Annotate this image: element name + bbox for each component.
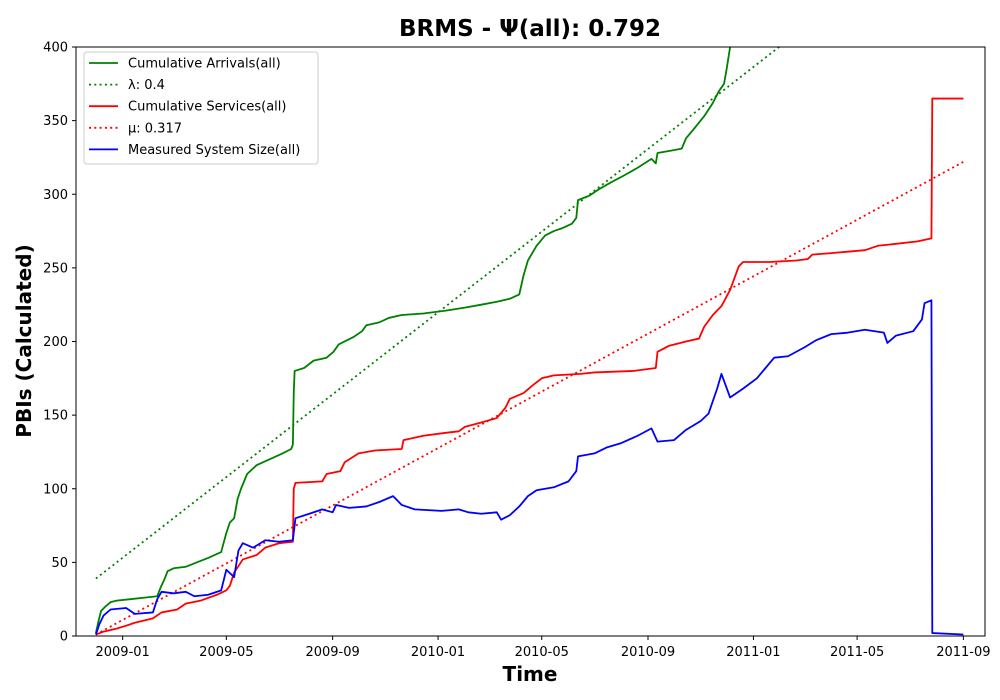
y-tick-label-7: 350 xyxy=(43,114,68,129)
series-line-3 xyxy=(96,162,964,635)
y-tick-label-3: 150 xyxy=(43,409,68,424)
x-tick-label-8: 2011-09 xyxy=(936,645,990,660)
legend-label-3: μ: 0.317 xyxy=(128,121,182,136)
x-tick-label-6: 2011-01 xyxy=(726,645,780,660)
y-tick-label-0: 0 xyxy=(60,630,68,645)
y-tick-label-4: 200 xyxy=(43,335,68,350)
x-tick-label-2: 2009-09 xyxy=(305,645,359,660)
series-line-4 xyxy=(96,300,964,634)
legend-label-1: λ: 0.4 xyxy=(128,78,165,93)
x-tick-label-1: 2009-05 xyxy=(199,645,253,660)
y-tick-label-5: 250 xyxy=(43,261,68,276)
legend-label-2: Cumulative Services(all) xyxy=(128,100,286,115)
legend-label-0: Cumulative Arrivals(all) xyxy=(128,57,281,72)
y-tick-label-1: 50 xyxy=(51,556,68,571)
chart-title: BRMS - Ψ(all): 0.792 xyxy=(399,16,661,42)
y-axis-title: PBIs (Calculated) xyxy=(12,244,36,437)
x-tick-label-5: 2010-09 xyxy=(621,645,675,660)
legend: Cumulative Arrivals(all) λ: 0.4 Cumulative… xyxy=(84,52,318,164)
x-axis-title: Time xyxy=(503,662,558,686)
y-tick-label-2: 100 xyxy=(43,482,68,497)
y-tick-label-8: 400 xyxy=(43,41,68,56)
y-tick-label-6: 300 xyxy=(43,188,68,203)
series-line-2 xyxy=(96,99,964,635)
x-tick-label-0: 2009-01 xyxy=(95,645,149,660)
legend-label-4: Measured System Size(all) xyxy=(128,143,300,158)
x-tick-label-3: 2010-01 xyxy=(411,645,465,660)
x-tick-label-7: 2011-05 xyxy=(830,645,884,660)
x-tick-label-4: 2010-05 xyxy=(515,645,569,660)
